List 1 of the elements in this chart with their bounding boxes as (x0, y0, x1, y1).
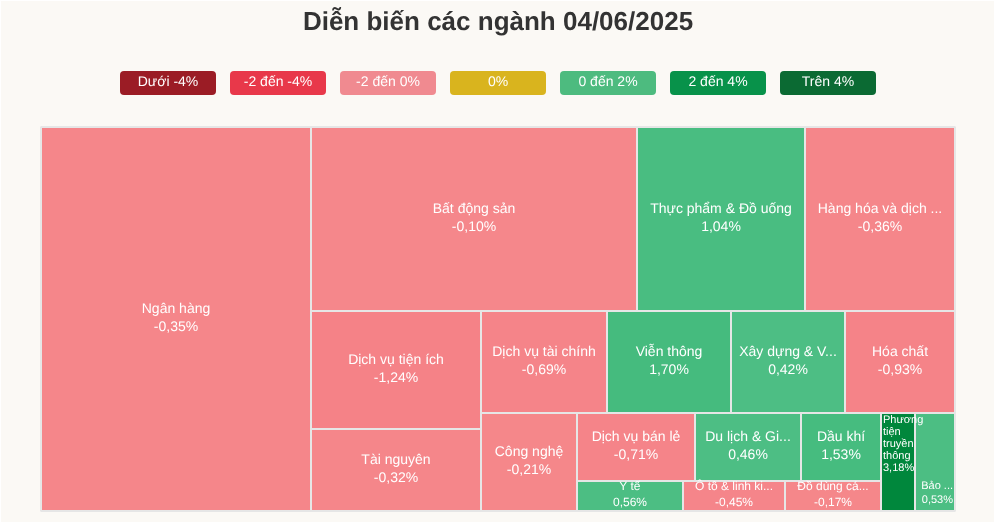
text: Diễn biến các ngành 04/06/2025 (302, 6, 694, 36)
